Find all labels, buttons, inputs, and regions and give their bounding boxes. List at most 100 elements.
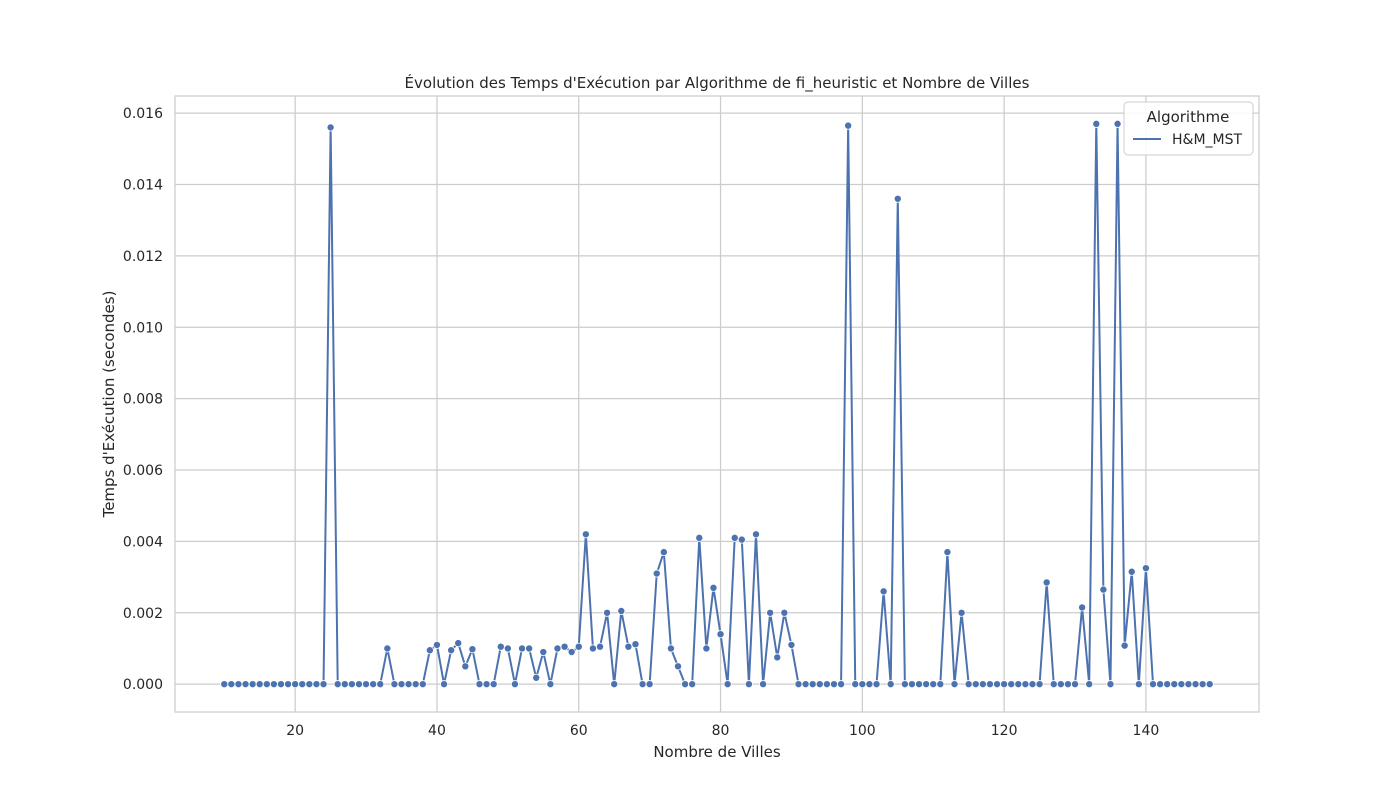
data-point [666,644,675,653]
data-point [340,680,349,689]
data-point [936,680,945,689]
data-point [801,680,810,689]
data-point [546,680,555,689]
data-point [567,648,576,657]
data-point [369,680,378,689]
data-point [262,680,271,689]
data-point [1056,680,1065,689]
data-point [411,680,420,689]
data-point [588,644,597,653]
data-point [674,662,683,671]
y-tick-label: 0.000 [123,677,163,693]
data-point [808,680,817,689]
data-point [907,680,916,689]
data-point [645,680,654,689]
data-point [631,640,640,649]
y-tick-label: 0.012 [123,249,163,265]
data-point [241,680,250,689]
data-point [503,644,512,653]
data-point [1149,680,1158,689]
data-point [872,680,881,689]
data-point [461,662,470,671]
data-point [1000,680,1009,689]
data-point [759,680,768,689]
data-point [865,680,874,689]
data-point [993,680,1002,689]
data-point [879,587,888,596]
series-line [224,122,1210,686]
data-point [624,642,633,651]
data-point [929,680,938,689]
data-point [525,644,534,653]
data-point [1141,564,1150,573]
data-point [815,680,824,689]
x-tick-label: 20 [286,723,304,739]
x-tick-label: 140 [1133,723,1160,739]
data-point [978,680,987,689]
data-point [298,680,307,689]
data-point [858,680,867,689]
data-point [1177,680,1186,689]
data-point [1078,603,1087,612]
data-point [737,535,746,544]
data-point [787,640,796,649]
data-point [560,642,569,651]
data-point [617,607,626,616]
data-point [915,680,924,689]
data-point [454,639,463,648]
data-point [390,680,399,689]
y-tick-label: 0.002 [123,606,163,622]
data-point [1092,119,1101,128]
data-point [418,680,427,689]
data-point [1099,585,1108,594]
data-point [539,648,548,657]
data-point [596,642,605,651]
data-point [1028,680,1037,689]
tick-labels: 20 40 60 80 100 120 140 0.000 0.002 0.004 0.006 0.0… [123,106,1159,739]
grid [175,96,1259,712]
y-axis-label: Temps d'Exécution (secondes) [100,291,118,519]
data-point [1184,680,1193,689]
y-tick-label: 0.008 [123,392,163,408]
data-point [326,123,335,132]
data-point [447,646,456,655]
data-point [766,608,775,617]
data-point [844,121,853,130]
data-point [638,680,647,689]
data-point [695,533,704,542]
x-tick-label: 60 [570,723,588,739]
data-point [1071,680,1080,689]
data-point [234,680,243,689]
data-point [1127,567,1136,576]
x-tick-label: 40 [428,723,446,739]
data-point [510,680,519,689]
data-point [603,608,612,617]
data-point [1198,680,1207,689]
data-point [950,680,959,689]
data-point [822,680,831,689]
y-tick-label: 0.006 [123,463,163,479]
data-point [482,680,491,689]
data-point [1035,680,1044,689]
data-point [900,680,909,689]
data-point [1191,680,1200,689]
data-point [255,680,264,689]
x-tick-label: 120 [991,723,1018,739]
data-point [284,680,293,689]
data-point [1156,680,1165,689]
y-tick-label: 0.014 [123,178,163,194]
data-point [1163,680,1172,689]
data-point [610,680,619,689]
data-point [489,680,498,689]
data-point [468,645,477,654]
data-point [964,680,973,689]
data-point [985,680,994,689]
data-point [553,644,562,653]
legend-entry-label: H&M_MST [1172,132,1242,148]
data-point [730,533,739,542]
data-point [837,680,846,689]
data-point [291,680,300,689]
y-tick-label: 0.004 [123,534,163,550]
data-point [312,680,321,689]
